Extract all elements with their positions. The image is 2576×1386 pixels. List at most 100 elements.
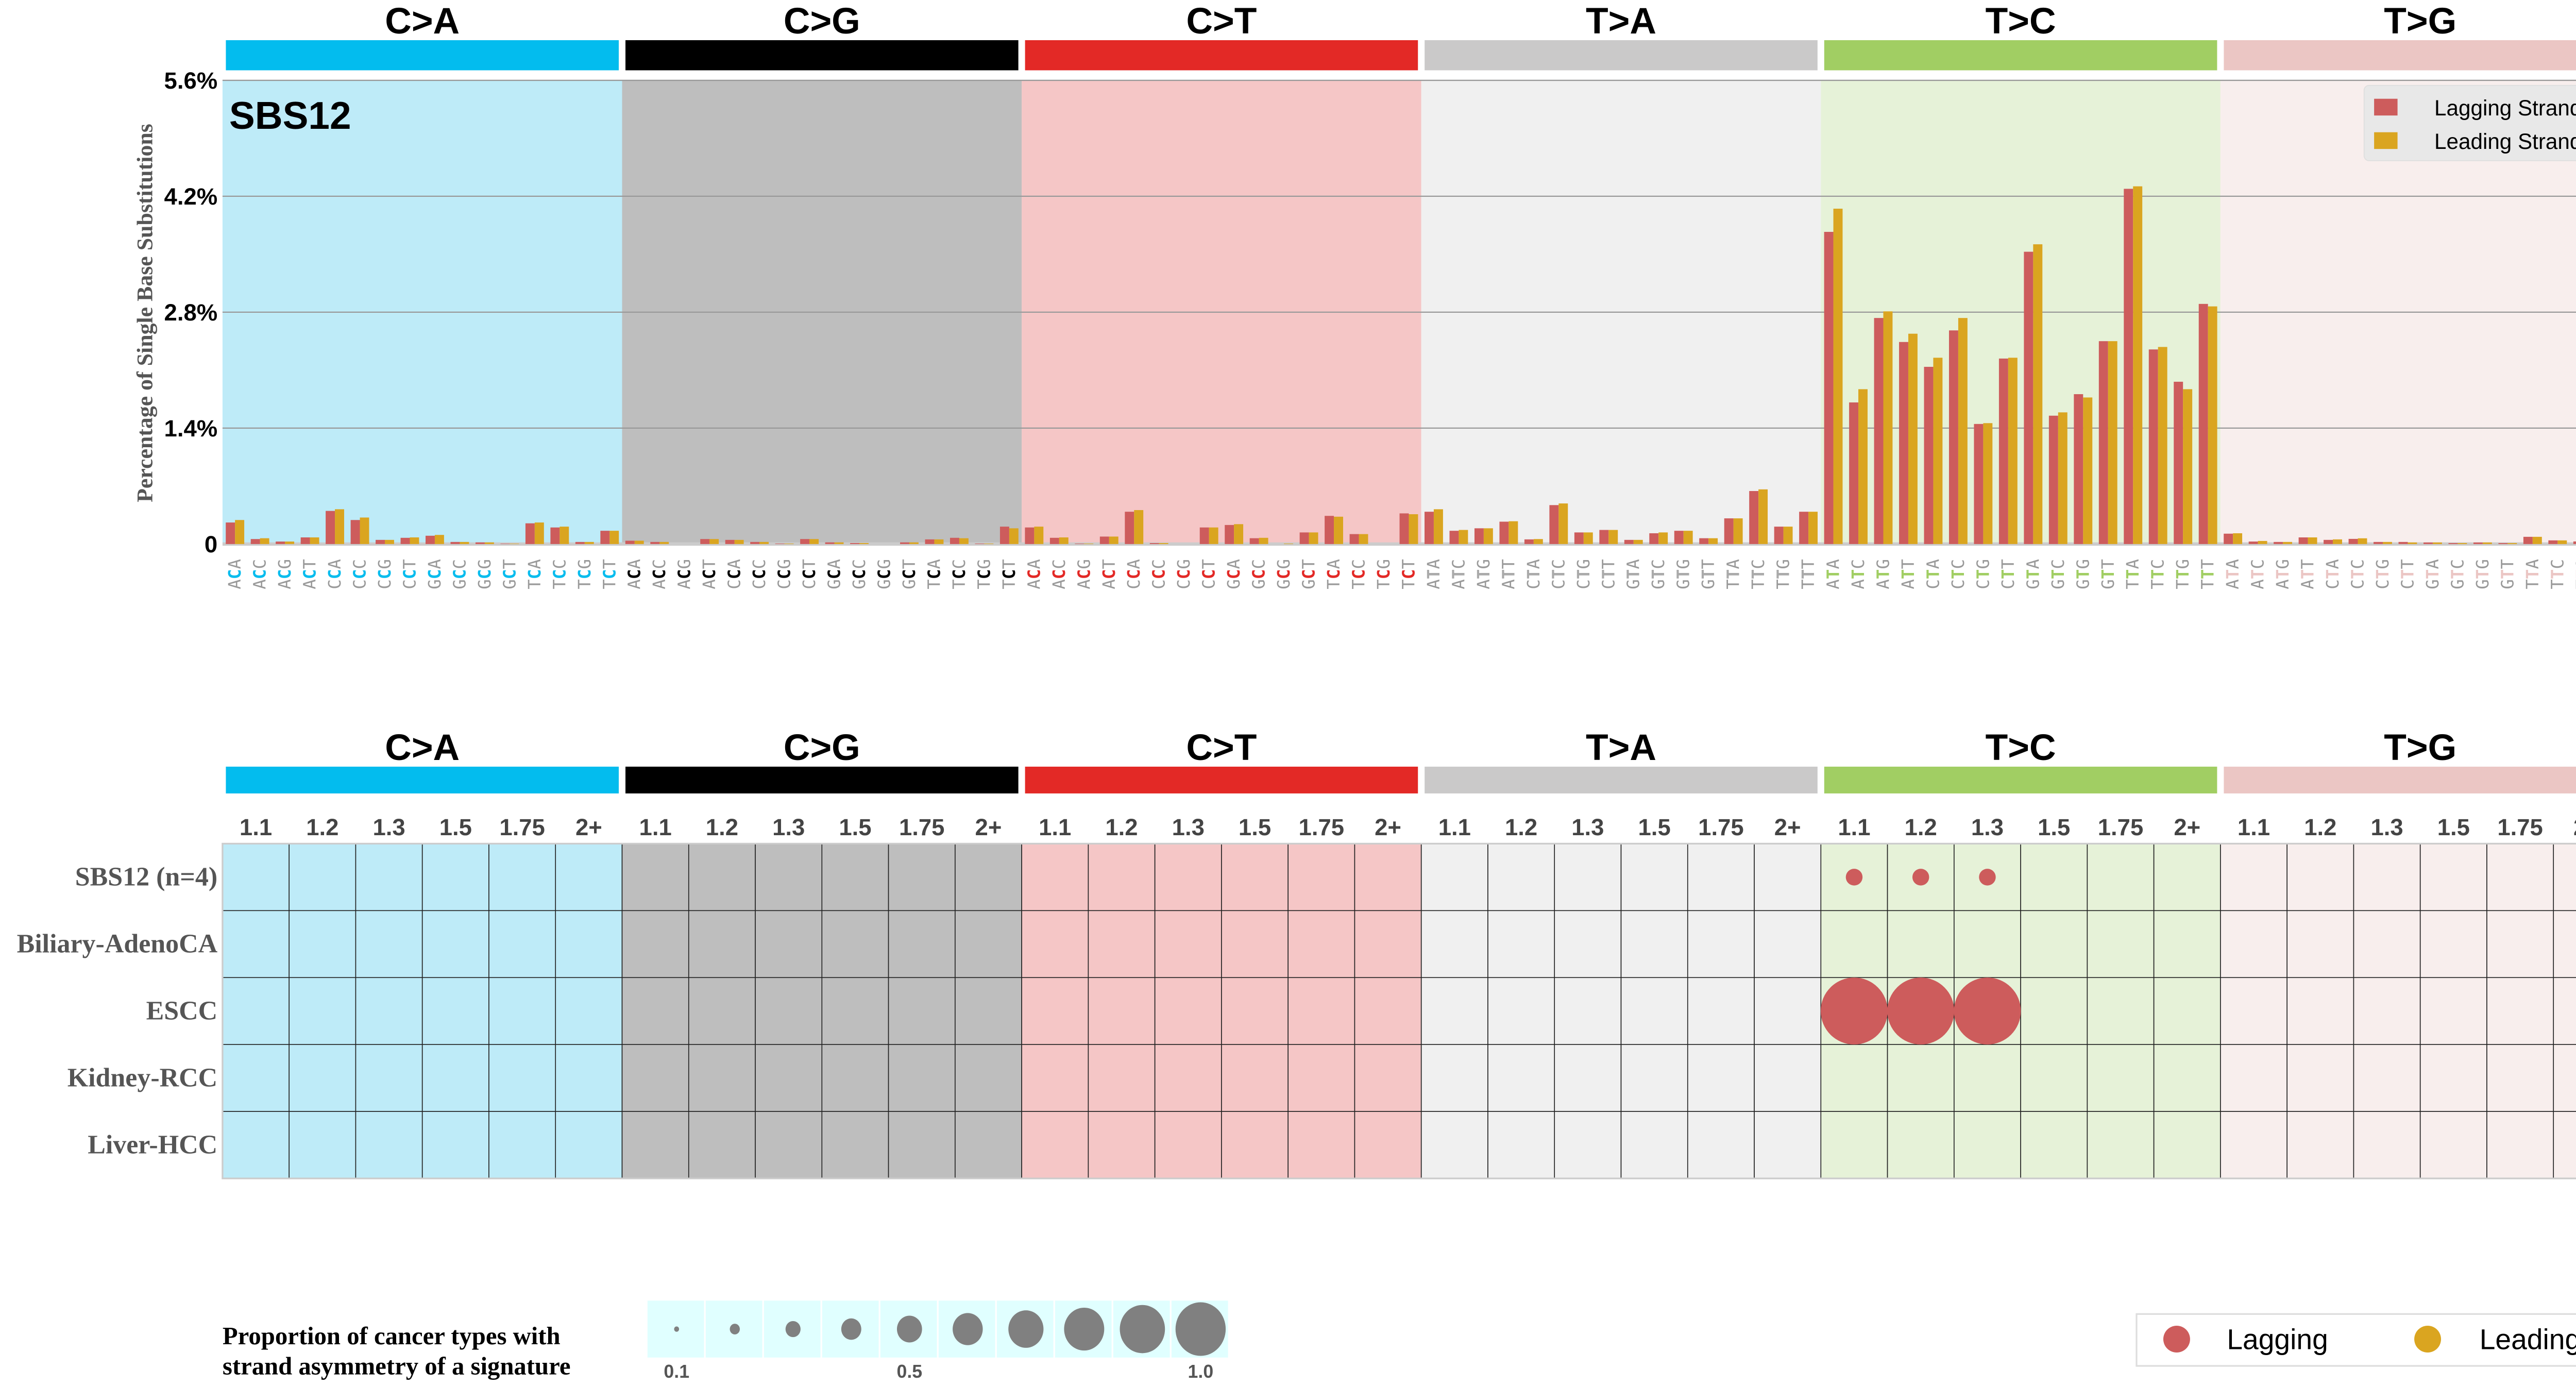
- context-label: ACT: [1099, 559, 1119, 589]
- grid-cell: [2353, 1044, 2421, 1112]
- grid-cell: [222, 843, 290, 911]
- threshold-label: 1.5: [839, 814, 871, 840]
- grid-cell: [888, 1044, 956, 1112]
- bar-lagging-ACT-c-to-g: [700, 539, 710, 544]
- context-label: CTA: [1923, 559, 1943, 589]
- context-label: ATC: [2248, 559, 2268, 589]
- bar-lagging-CTG-t-to-c: [1974, 424, 1984, 544]
- size-legend-label: 0.1: [664, 1361, 689, 1382]
- grid-cell: [888, 910, 956, 978]
- bar-leading-TCC-c-to-g: [959, 538, 969, 544]
- bar-lagging-GCT-c-to-g: [900, 542, 909, 544]
- threshold-label: 1.75: [2497, 814, 2543, 840]
- context-label: ACA: [625, 559, 645, 589]
- context-label: ATA: [1424, 559, 1444, 589]
- row-label: ESCC: [146, 996, 218, 1026]
- header-bar-c-to-t: [1025, 40, 1418, 71]
- grid-cell: [555, 1111, 623, 1179]
- bar-lagging-GCA-c-to-t: [1225, 525, 1234, 544]
- grid-cell: [2087, 910, 2155, 978]
- context-label: TCC: [950, 559, 969, 589]
- context-label: CTG: [1574, 559, 1594, 589]
- grid-cell: [488, 843, 556, 911]
- bar-leading-ACA-c-to-a: [235, 520, 245, 544]
- grid-cell: [1088, 843, 1156, 911]
- bar-lagging-GCA-c-to-g: [825, 542, 835, 544]
- grid-cell: [1221, 910, 1289, 978]
- threshold-label: 1.2: [706, 814, 738, 840]
- bottom-header-label-c-to-t: C>T: [1186, 727, 1257, 768]
- size-legend-title-line2: strand asymmetry of a signature: [223, 1352, 571, 1380]
- grid-cell: [821, 910, 889, 978]
- context-label: ACC: [250, 559, 270, 589]
- grid-cell: [1820, 910, 1888, 978]
- grid-cell: [355, 843, 423, 911]
- grid-cell: [222, 1044, 290, 1112]
- bar-leading-ATG-t-to-g: [2283, 542, 2293, 544]
- threshold-label: 1.5: [1239, 814, 1271, 840]
- context-label: TTC: [2548, 559, 2567, 589]
- context-label: CCG: [1174, 559, 1194, 589]
- header-label-c-to-t: C>T: [1186, 1, 1257, 42]
- grid-cell: [1487, 910, 1555, 978]
- bar-leading-TCG-c-to-a: [584, 542, 594, 544]
- bar-leading-ATA-t-to-g: [2233, 533, 2243, 544]
- threshold-label: 1.3: [1971, 814, 2004, 840]
- bars: [226, 186, 2576, 544]
- bar-leading-ATC-t-to-c: [1858, 389, 1868, 544]
- bar-leading-GCT-c-to-t: [1309, 532, 1318, 544]
- y-tick-label: 2.8%: [164, 299, 218, 326]
- bar-lagging-ATT-t-to-c: [1899, 342, 1908, 544]
- grid-cell: [488, 910, 556, 978]
- bar-lagging-GTG-t-to-c: [2074, 394, 2083, 544]
- bar-leading-GTA-t-to-a: [1633, 539, 1643, 544]
- grid-cell: [421, 1044, 489, 1112]
- bar-lagging-TTG-t-to-a: [1774, 527, 1784, 544]
- context-label: ACA: [225, 559, 245, 589]
- strand-legend-top: Lagging Strand Leading Strand: [2363, 84, 2576, 161]
- bar-leading-CCC-c-to-a: [360, 517, 369, 544]
- row-label: Biliary-AdenoCA: [17, 929, 218, 959]
- grid-cell: [1221, 977, 1289, 1045]
- bar-lagging-ATC-t-to-a: [1449, 531, 1459, 544]
- bar-leading-GTT-t-to-c: [2108, 341, 2117, 544]
- grid-cell: [2153, 1111, 2221, 1179]
- grid-cell: [1687, 1111, 1755, 1179]
- context-label: TCT: [600, 559, 619, 589]
- header-label-t-to-c: T>C: [1986, 1, 2056, 42]
- grid-cell: [1021, 910, 1089, 978]
- y-tick-label: 0: [205, 531, 217, 557]
- bar-lagging-ACC-c-to-a: [250, 539, 260, 544]
- bottom-header-bar-t-to-a: [1425, 766, 1818, 793]
- row-label: SBS12 (n=4): [75, 863, 217, 892]
- bar-lagging-ATA-t-to-g: [2224, 533, 2233, 544]
- bar-lagging-ATT-t-to-a: [1499, 521, 1509, 544]
- grid-cell: [2286, 910, 2354, 978]
- grid-cell: [1287, 843, 1355, 911]
- grid-cell: [2553, 1044, 2576, 1112]
- bar-leading-GCC-c-to-g: [859, 543, 869, 544]
- bottom-mutation-type-headers: C>A C>G C>T T>A T>C T>G: [226, 727, 2576, 793]
- row-label: Liver-HCC: [88, 1130, 217, 1159]
- bar-lagging-GTG-t-to-g: [2473, 542, 2483, 544]
- grid-cell: [1021, 977, 1089, 1045]
- grid-cell: [821, 843, 889, 911]
- context-label: ACA: [1024, 559, 1044, 589]
- grid-cell: [621, 1111, 689, 1179]
- legend-lagging-label: Lagging Strand: [2434, 96, 2576, 120]
- header-label-c-to-a: C>A: [385, 1, 460, 42]
- grid-cell: [2486, 1111, 2554, 1179]
- grid-cell: [1554, 1044, 1622, 1112]
- bar-lagging-TTG-t-to-g: [2573, 541, 2576, 544]
- grid-cell: [289, 1111, 357, 1179]
- bar-lagging-ACC-c-to-t: [1049, 537, 1059, 544]
- bar-lagging-TTA-t-to-c: [2124, 189, 2133, 544]
- bar-lagging-CCC-c-to-a: [350, 520, 360, 544]
- context-label: ATA: [2223, 559, 2243, 589]
- grid-cell: [289, 843, 357, 911]
- bar-leading-ATC-t-to-a: [1459, 530, 1468, 544]
- context-label: TTC: [1749, 559, 1768, 589]
- threshold-label: 1.2: [306, 814, 338, 840]
- grid-cell: [2419, 1044, 2487, 1112]
